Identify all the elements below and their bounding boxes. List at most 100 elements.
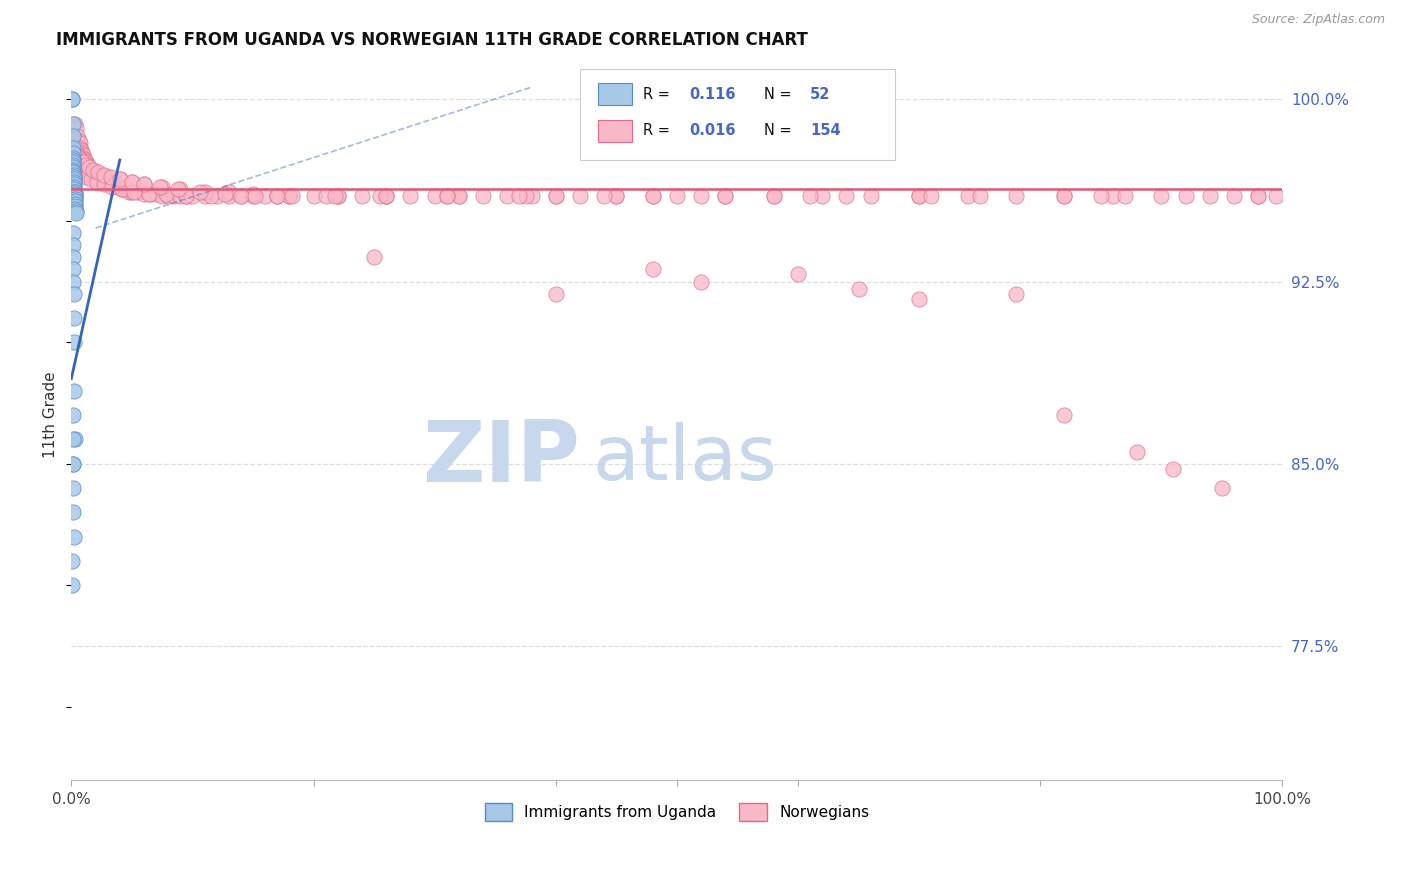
Point [62,158,84,172]
Point [205,189,228,203]
Point [593,189,616,203]
Point [62,433,84,447]
Point [1053,189,1076,203]
Point [124,185,146,199]
Text: R =: R = [643,87,669,102]
Point [1005,189,1028,203]
Point [65,206,87,220]
Point [60,578,83,592]
Point [60,92,83,106]
Point [63,194,86,209]
Point [70,158,93,172]
Point [169,182,191,196]
Point [127,185,149,199]
Point [544,189,567,203]
Text: ZIP: ZIP [422,417,581,500]
Point [62,155,84,169]
Point [326,189,349,203]
Point [79,162,101,177]
Point [65,121,87,136]
Point [94,175,117,189]
Point [75,155,97,169]
Point [87,165,110,179]
Point [714,189,737,203]
Point [84,165,107,179]
Point [65,161,87,175]
Point [848,282,870,296]
Point [62,145,84,160]
Text: 0.116: 0.116 [689,87,735,102]
Point [149,179,172,194]
Text: 154: 154 [810,123,841,138]
Point [1247,189,1270,203]
Point [1005,286,1028,301]
Point [132,178,155,192]
Point [1102,189,1125,203]
Point [62,141,84,155]
Point [76,158,98,172]
Point [1174,189,1197,203]
Point [87,172,110,186]
Point [496,189,519,203]
Point [65,202,87,216]
Point [84,169,107,184]
Point [218,189,240,203]
Point [1114,189,1136,203]
Point [908,189,931,203]
Point [72,151,94,165]
Point [1150,189,1173,203]
Point [100,169,122,184]
Text: 0.016: 0.016 [689,123,735,138]
Point [121,185,143,199]
Point [62,168,84,182]
Point [1090,189,1112,203]
Point [799,189,821,203]
Point [90,168,112,182]
Point [508,189,530,203]
Text: R =: R = [643,123,669,138]
Point [641,189,664,203]
Point [97,175,120,189]
Point [63,179,86,194]
Point [1126,444,1149,458]
Point [176,189,198,203]
Point [436,189,458,203]
Point [62,161,84,175]
Point [315,189,337,203]
Point [66,148,89,162]
Point [157,189,180,203]
Point [63,187,86,202]
Point [82,162,104,177]
Point [111,182,134,196]
Text: Source: ZipAtlas.com: Source: ZipAtlas.com [1251,13,1385,27]
Point [62,457,84,471]
Point [762,189,785,203]
Point [105,179,128,194]
Point [62,169,84,184]
Point [350,189,373,203]
Point [63,335,86,350]
Point [214,187,236,202]
Point [98,178,121,192]
Point [969,189,991,203]
Point [436,189,458,203]
Point [62,165,84,179]
Point [93,168,115,182]
Point [811,189,834,203]
Point [63,172,86,186]
Point [72,155,94,169]
Point [835,189,858,203]
Point [266,189,288,203]
Point [641,189,664,203]
Point [121,175,143,189]
Point [375,189,398,203]
Text: IMMIGRANTS FROM UGANDA VS NORWEGIAN 11TH GRADE CORRELATION CHART: IMMIGRANTS FROM UGANDA VS NORWEGIAN 11TH… [56,31,808,49]
Text: N =: N = [763,123,792,138]
Point [278,189,301,203]
Point [63,189,86,203]
Point [167,182,190,196]
Point [447,189,470,203]
Text: atlas: atlas [592,422,778,496]
Point [472,189,495,203]
Point [218,185,240,199]
